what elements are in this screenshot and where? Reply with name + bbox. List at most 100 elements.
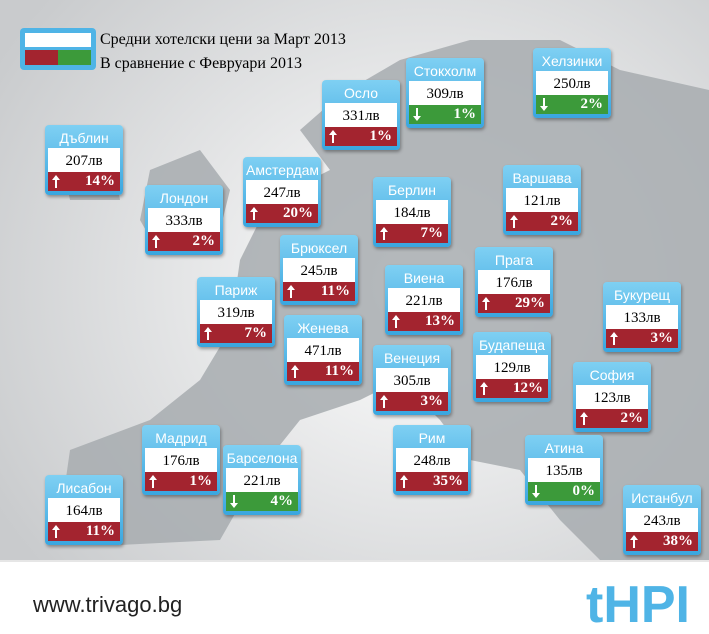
city-box: Лондон 333лв 2% xyxy=(145,185,223,255)
arrow-icon xyxy=(480,382,488,395)
city-name: Осло xyxy=(343,85,378,101)
arrow-icon xyxy=(413,108,421,121)
city-price: 133лв xyxy=(606,305,678,329)
change-value: 0% xyxy=(572,483,596,499)
city-name: Париж xyxy=(214,282,258,298)
change-value: 1% xyxy=(189,473,213,489)
city-box: Женева 471лв 11% xyxy=(284,315,362,385)
city-price: 135лв xyxy=(528,458,600,482)
change-value: 3% xyxy=(420,393,444,409)
arrow-icon xyxy=(580,412,588,425)
city-change: 7% xyxy=(200,324,272,343)
city-box: Брюксел 245лв 11% xyxy=(280,235,358,305)
city-price: 221лв xyxy=(388,288,460,312)
city-name: Мадрид xyxy=(155,430,207,446)
city-name: Стокхолм xyxy=(413,63,477,79)
city-box: Варшава 121лв 2% xyxy=(503,165,581,235)
city-price: 176лв xyxy=(145,448,217,472)
city-name: Хелзинки xyxy=(541,53,603,69)
change-value: 29% xyxy=(515,295,545,311)
change-value: 7% xyxy=(420,225,444,241)
change-value: 2% xyxy=(192,233,216,249)
city-name: Барселона xyxy=(226,450,298,466)
city-change: 1% xyxy=(325,127,397,146)
city-change: 14% xyxy=(48,172,120,191)
city-change: 4% xyxy=(226,492,298,511)
change-value: 11% xyxy=(320,283,350,299)
change-value: 2% xyxy=(620,410,644,426)
arrow-icon xyxy=(610,332,618,345)
city-price: 471лв xyxy=(287,338,359,362)
city-box: Будапеща 129лв 12% xyxy=(473,332,551,402)
city-box: Барселона 221лв 4% xyxy=(223,445,301,515)
change-value: 1% xyxy=(369,128,393,144)
city-box: Букурещ 133лв 3% xyxy=(603,282,681,352)
city-name: Берлин xyxy=(387,182,436,198)
city-change: 11% xyxy=(283,282,355,301)
city-name: Лисабон xyxy=(56,480,112,496)
city-price: 319лв xyxy=(200,300,272,324)
city-change: 20% xyxy=(246,204,318,223)
change-value: 14% xyxy=(85,173,115,189)
city-price: 184лв xyxy=(376,200,448,224)
city-price: 207лв xyxy=(48,148,120,172)
city-name: Женева xyxy=(297,320,349,336)
arrow-icon xyxy=(510,215,518,228)
city-price: 129лв xyxy=(476,355,548,379)
city-change: 2% xyxy=(506,212,578,231)
city-change: 35% xyxy=(396,472,468,491)
city-price: 250лв xyxy=(536,71,608,95)
city-price: 164лв xyxy=(48,498,120,522)
arrow-icon xyxy=(291,365,299,378)
city-name: Будапеща xyxy=(478,337,546,353)
city-name: Виена xyxy=(403,270,445,286)
city-box: Стокхолм 309лв 1% xyxy=(406,58,484,128)
city-box: Осло 331лв 1% xyxy=(322,80,400,150)
city-box: Амстердам 247лв 20% xyxy=(243,157,321,227)
arrow-icon xyxy=(52,525,60,538)
city-price: 245лв xyxy=(283,258,355,282)
city-change: 1% xyxy=(409,105,481,124)
city-name: София xyxy=(589,367,635,383)
city-name: Венеция xyxy=(383,350,441,366)
arrow-icon xyxy=(329,130,337,143)
change-value: 1% xyxy=(453,106,477,122)
city-box: Париж 319лв 7% xyxy=(197,277,275,347)
city-name: Брюксел xyxy=(290,240,348,256)
city-box: Берлин 184лв 7% xyxy=(373,177,451,247)
city-name: Прага xyxy=(494,252,534,268)
city-change: 13% xyxy=(388,312,460,331)
arrow-icon xyxy=(152,235,160,248)
city-price: 309лв xyxy=(409,81,481,105)
city-box: Виена 221лв 13% xyxy=(385,265,463,335)
arrow-icon xyxy=(630,535,638,548)
city-box: Хелзинки 250лв 2% xyxy=(533,48,611,118)
city-change: 1% xyxy=(145,472,217,491)
change-value: 12% xyxy=(513,380,543,396)
footer-url: www.trivago.bg xyxy=(32,592,182,617)
city-price: 248лв xyxy=(396,448,468,472)
city-change: 3% xyxy=(376,392,448,411)
city-price: 121лв xyxy=(506,188,578,212)
city-change: 11% xyxy=(48,522,120,541)
city-name: Амстердам xyxy=(246,162,318,178)
city-box: Истанбул 243лв 38% xyxy=(623,485,701,555)
city-change: 12% xyxy=(476,379,548,398)
city-box: Прага 176лв 29% xyxy=(475,247,553,317)
city-price: 333лв xyxy=(148,208,220,232)
arrow-icon xyxy=(400,475,408,488)
city-change: 11% xyxy=(287,362,359,381)
city-price: 221лв xyxy=(226,468,298,492)
city-change: 0% xyxy=(528,482,600,501)
change-value: 7% xyxy=(244,325,268,341)
city-price: 305лв xyxy=(376,368,448,392)
arrow-icon xyxy=(380,227,388,240)
city-box: Мадрид 176лв 1% xyxy=(142,425,220,495)
city-price: 247лв xyxy=(246,180,318,204)
city-box: Атина 135лв 0% xyxy=(525,435,603,505)
arrow-icon xyxy=(149,475,157,488)
arrow-icon xyxy=(392,315,400,328)
city-price: 331лв xyxy=(325,103,397,127)
city-name: Варшава xyxy=(512,170,572,186)
